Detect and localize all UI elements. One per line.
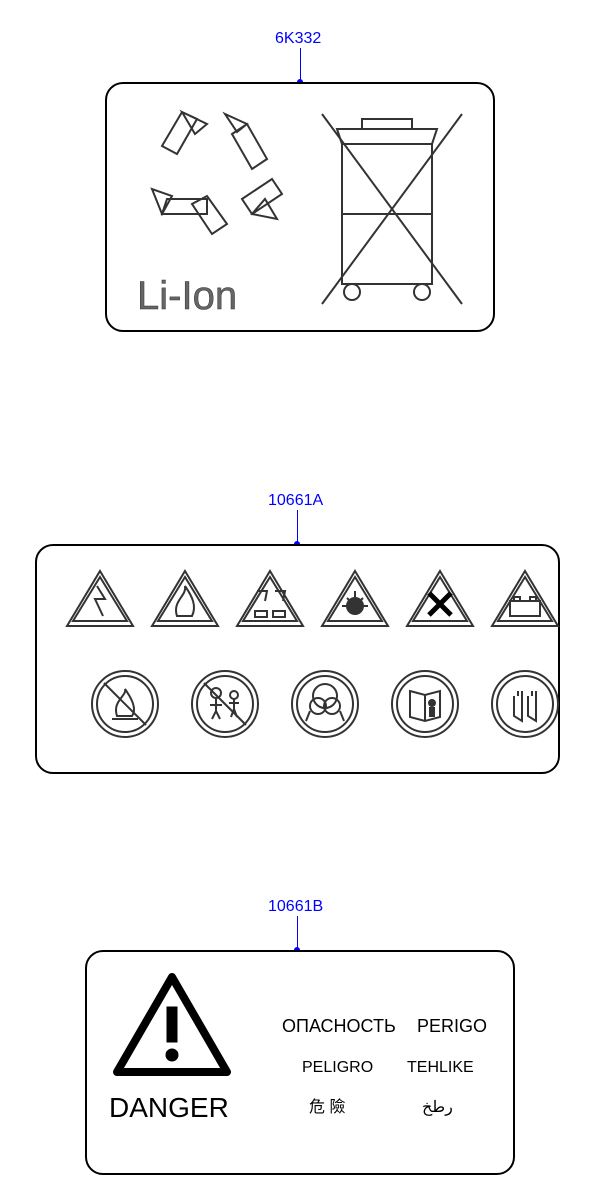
- callout-label-6K332: 6K332: [275, 30, 321, 48]
- warning-triangle-explosive-icon: [322, 571, 388, 626]
- panel-danger-multilang: DANGER ОПАСНОСТЬ PERIGO PELIGRO TEHLIKE …: [85, 950, 515, 1175]
- recycle-icon: [152, 112, 282, 234]
- callout-line: [297, 510, 298, 544]
- danger-ru: ОПАСНОСТЬ: [282, 1016, 396, 1036]
- callout-line: [297, 916, 298, 950]
- danger-pt: PERIGO: [417, 1016, 487, 1036]
- panel-warning-symbols: [35, 544, 560, 774]
- callout-label-10661A: 10661A: [268, 492, 323, 510]
- danger-text: DANGER: [109, 1092, 229, 1123]
- prohibition-no-children-icon: [192, 671, 258, 737]
- mandatory-gloves-icon: [492, 671, 558, 737]
- mandatory-read-manual-icon: [392, 671, 458, 737]
- warning-triangle-battery-icon: [492, 571, 558, 626]
- warning-triangle-fire-icon: [152, 571, 218, 626]
- callout-label-10661B: 10661B: [268, 898, 323, 916]
- warning-triangle-harmful-icon: [407, 571, 473, 626]
- callout-line: [300, 48, 301, 82]
- danger-tr: TEHLIKE: [407, 1059, 474, 1076]
- mandatory-eye-protection-icon: [292, 671, 358, 737]
- warning-triangle-corrosive-icon: [237, 571, 303, 626]
- li-ion-text: Li-Ion: [137, 274, 237, 318]
- danger-ar: رطخ: [422, 1099, 453, 1116]
- warning-triangle-voltage-icon: [67, 571, 133, 626]
- prohibition-no-flame-icon: [92, 671, 158, 737]
- no-trash-icon: [322, 114, 462, 304]
- danger-triangle-icon: [117, 977, 227, 1072]
- panel-recycle-label: Li-Ion: [105, 82, 495, 332]
- danger-zh: 危 險: [309, 1098, 345, 1116]
- danger-es: PELIGRO: [302, 1059, 373, 1076]
